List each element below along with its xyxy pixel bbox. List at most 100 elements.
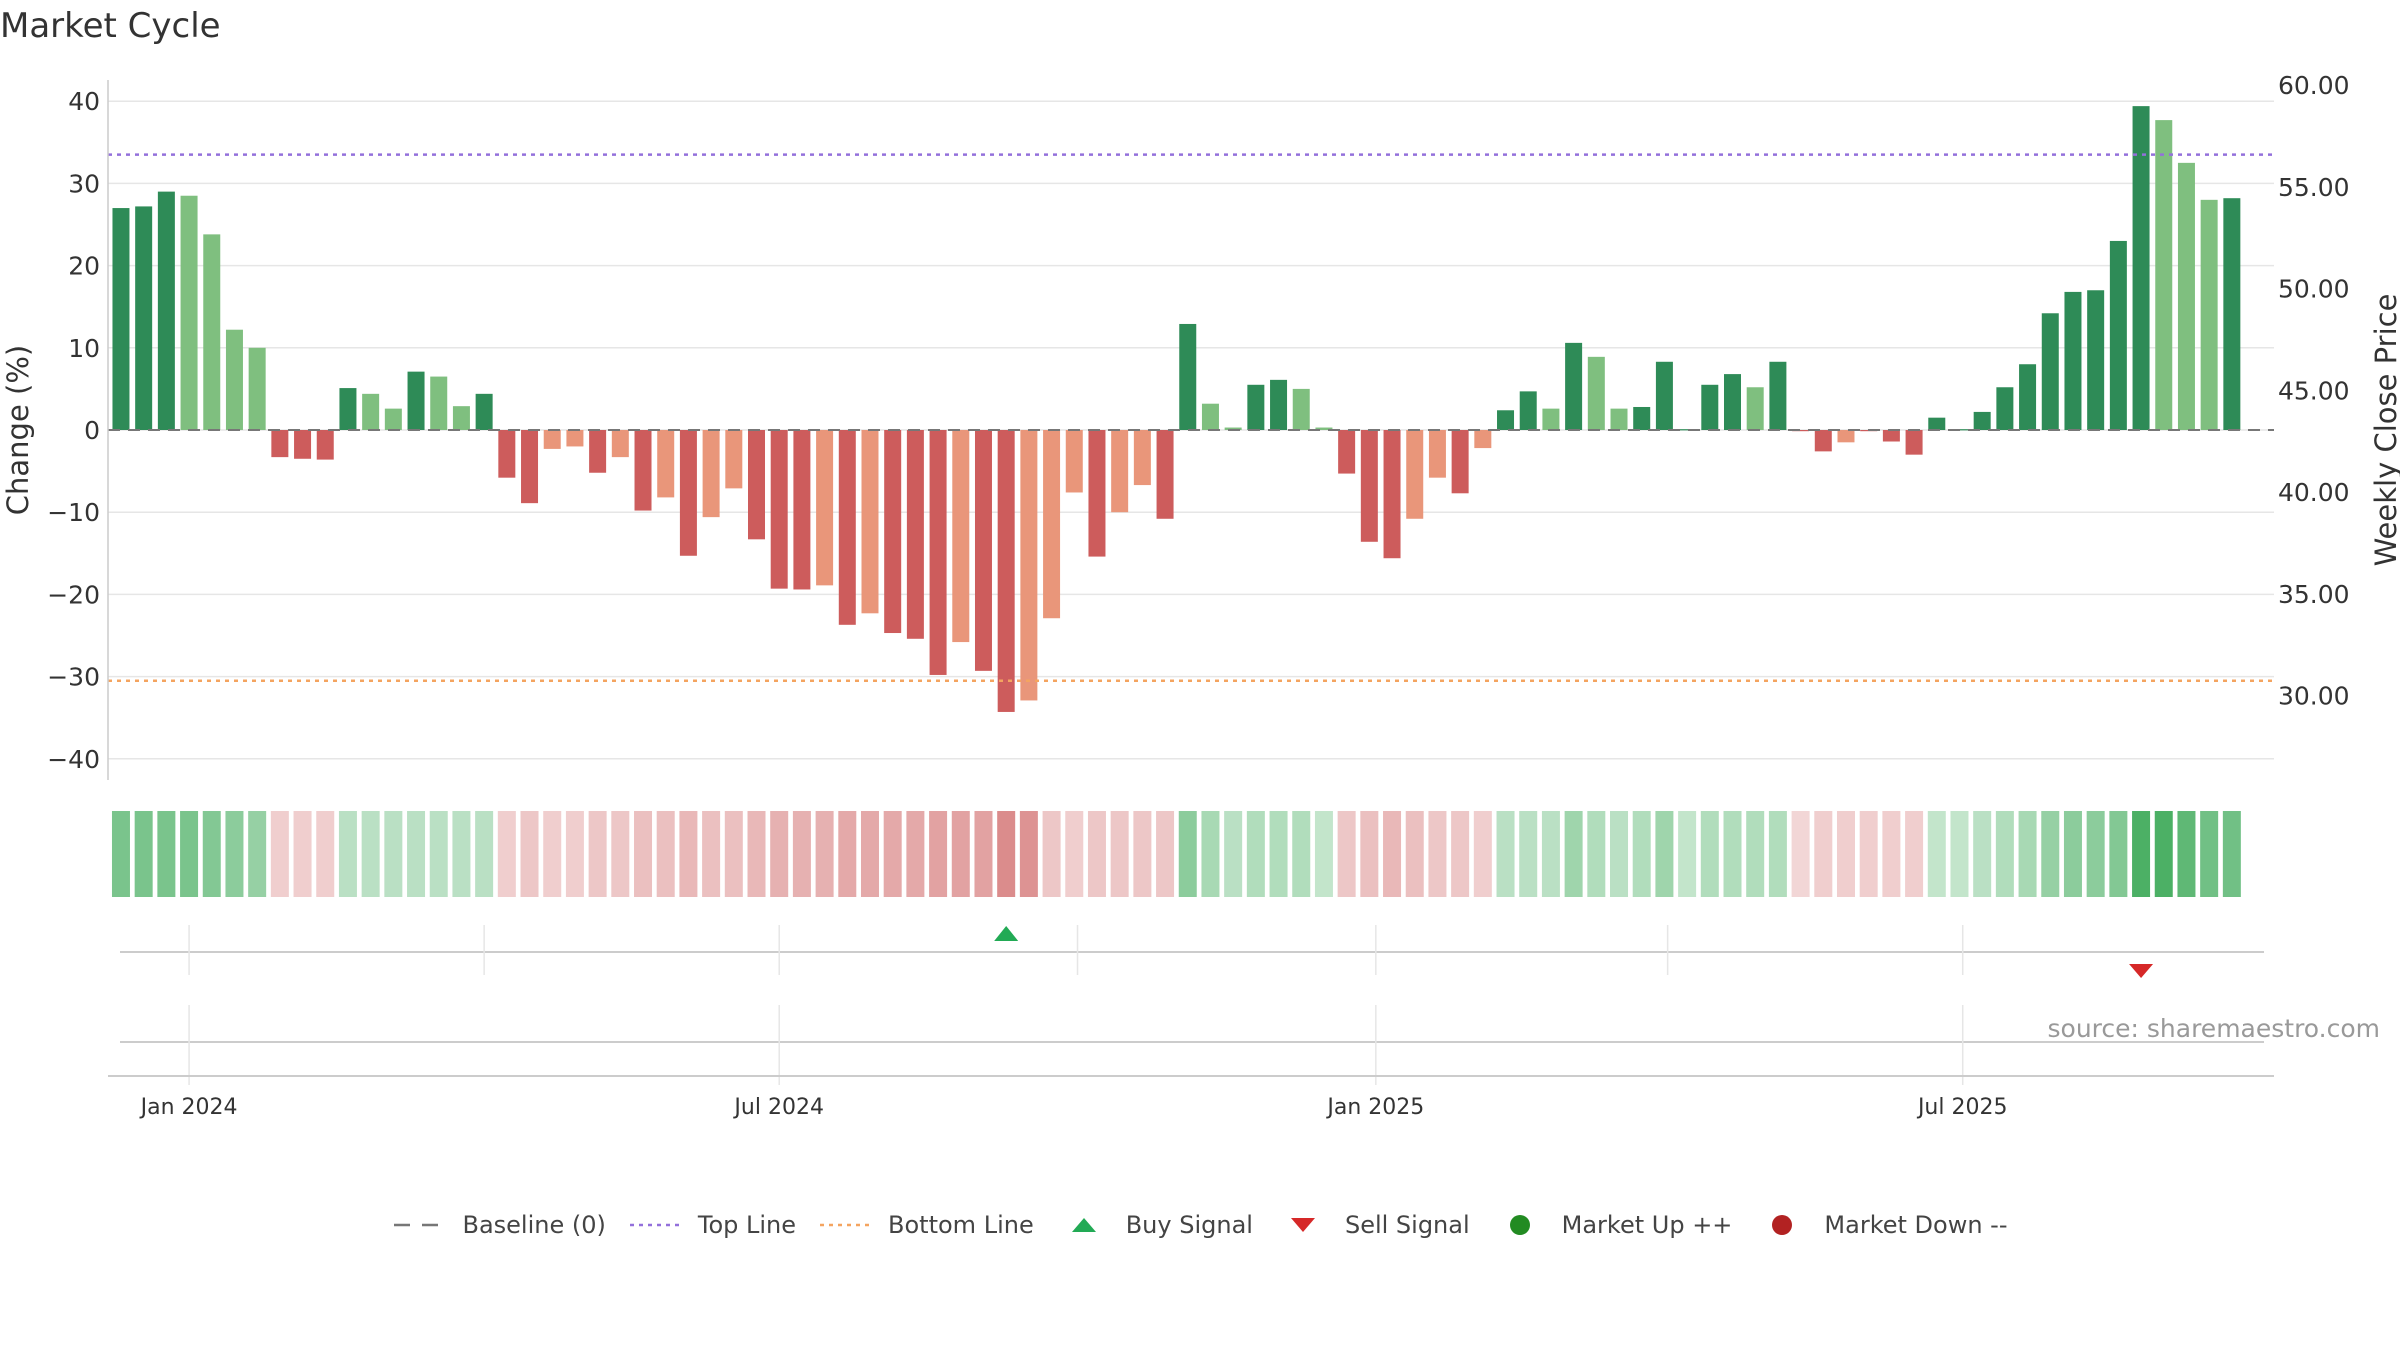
bar <box>861 430 879 614</box>
bar <box>1247 384 1265 430</box>
heat-cell <box>452 811 471 897</box>
heat-cell <box>1292 811 1311 897</box>
bar <box>929 430 947 675</box>
heat-cell <box>157 811 176 897</box>
heat-cell <box>1360 811 1379 897</box>
heat-cell <box>951 811 970 897</box>
heat-cell <box>838 811 857 897</box>
bar <box>589 430 607 473</box>
legend-swatch <box>1772 1215 1793 1235</box>
bar <box>1655 361 1673 430</box>
bar <box>2087 290 2105 430</box>
heat-cell <box>1065 811 1084 897</box>
x-tick-label: Jan 2024 <box>139 1095 238 1120</box>
heat-cell <box>702 811 721 897</box>
y-tick-label-left: −10 <box>47 498 100 527</box>
bar <box>135 206 153 430</box>
bar <box>248 347 266 430</box>
y-tick-label-right: 55.00 <box>2278 173 2350 202</box>
legend-swatch <box>394 1223 447 1227</box>
grid-layer <box>108 100 2274 760</box>
heat-cell <box>1473 811 1492 897</box>
bar <box>2223 198 2241 430</box>
heat-cell <box>1882 811 1901 897</box>
heat-cell <box>1019 811 1038 897</box>
heat-cell <box>1927 811 1946 897</box>
sell-signal-marker <box>2129 964 2154 978</box>
bar <box>2109 240 2127 430</box>
bar <box>1043 430 1061 619</box>
heat-cell <box>543 811 562 897</box>
heat-cell <box>1178 811 1197 897</box>
bar <box>1837 430 1855 443</box>
bar <box>1451 430 1469 494</box>
bar <box>1292 388 1310 430</box>
heat-cell <box>1451 811 1470 897</box>
bar <box>2177 162 2195 430</box>
heat-cell <box>202 811 221 897</box>
bar <box>384 408 402 430</box>
bar <box>475 393 493 430</box>
heat-cell <box>1042 811 1061 897</box>
bar <box>1383 430 1401 559</box>
heat-cell <box>770 811 789 897</box>
heat-cell <box>634 811 653 897</box>
buy-signal-marker <box>994 926 1019 941</box>
heat-cell <box>588 811 607 897</box>
heat-cell <box>1383 811 1402 897</box>
x-tick-label: Jul 2025 <box>1916 1095 2008 1120</box>
heat-cell <box>974 811 993 897</box>
bar <box>1678 429 1696 431</box>
bar <box>2155 120 2173 430</box>
bar <box>1270 379 1288 430</box>
y-tick-label-left: 20 <box>68 252 100 281</box>
heat-cell <box>1723 811 1742 897</box>
bar <box>1587 356 1605 430</box>
heat-cell <box>1133 811 1152 897</box>
legend-item: Market Down -- <box>1754 1211 2008 1239</box>
heat-cell <box>679 811 698 897</box>
heat-cell <box>1337 811 1356 897</box>
heat-cell <box>1519 811 1538 897</box>
bar <box>543 430 561 449</box>
bar <box>498 430 516 478</box>
bar <box>634 430 652 511</box>
heat-cell <box>2222 811 2241 897</box>
heat-cell <box>1655 811 1674 897</box>
legend-item: Baseline (0) <box>392 1211 606 1239</box>
bar <box>1973 411 1991 430</box>
legend-item: Bottom Line <box>818 1211 1034 1239</box>
heat-cell <box>1314 811 1333 897</box>
bar <box>816 430 834 586</box>
bar <box>1338 430 1356 474</box>
heat-cell <box>407 811 426 897</box>
bar <box>1724 374 1741 430</box>
bar <box>1792 430 1810 432</box>
heat-cell <box>2041 811 2060 897</box>
bar <box>1633 406 1651 430</box>
legend-swatch <box>1290 1218 1315 1232</box>
y-tick-label-left: 30 <box>68 169 100 198</box>
y-tick-label-left: −20 <box>47 580 100 609</box>
bar <box>793 430 811 590</box>
heat-cell <box>929 811 948 897</box>
heat-cell <box>2018 811 2037 897</box>
x-axis: Jan 2024 Jul 2024 Jan 2025 Jul 2025 <box>108 1075 2274 1120</box>
bar <box>1020 430 1038 701</box>
bar <box>1179 323 1197 430</box>
bar <box>452 406 470 430</box>
legend-label: Market Down -- <box>1824 1211 2008 1239</box>
bar <box>362 393 380 430</box>
heat-cell <box>1269 811 1288 897</box>
bar <box>974 430 992 671</box>
heat-cell <box>1201 811 1220 897</box>
heat-cell <box>497 811 516 897</box>
heat-cell <box>270 811 289 897</box>
heat-cell <box>111 811 130 897</box>
bar <box>1497 410 1515 430</box>
heat-cell <box>1700 811 1719 897</box>
bar <box>1201 403 1219 430</box>
heat-cell <box>1428 811 1447 897</box>
bar <box>316 430 334 460</box>
heat-cell <box>316 811 335 897</box>
